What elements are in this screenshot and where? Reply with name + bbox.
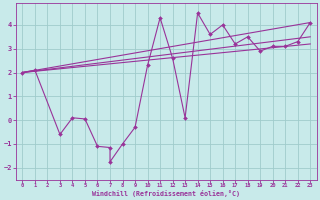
X-axis label: Windchill (Refroidissement éolien,°C): Windchill (Refroidissement éolien,°C) xyxy=(92,190,240,197)
